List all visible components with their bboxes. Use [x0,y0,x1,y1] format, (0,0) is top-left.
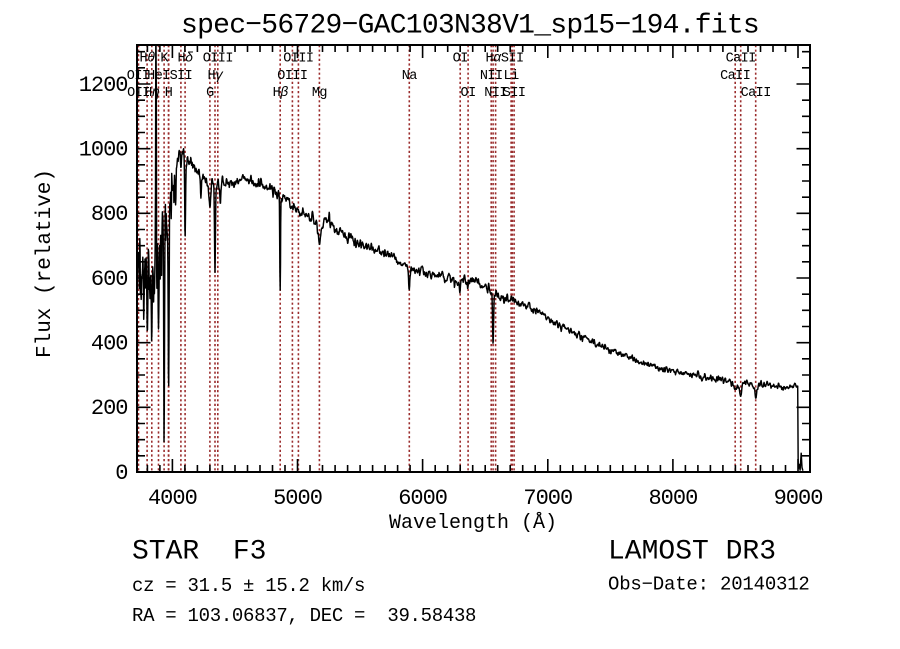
svg-text:OIII: OIII [277,69,307,84]
svg-text:200: 200 [91,396,128,421]
svg-text:Hη: Hη [144,86,160,101]
svg-text:Flux (relative): Flux (relative) [34,169,57,358]
svg-text:400: 400 [91,332,128,357]
svg-text:Hδ: Hδ [178,52,194,67]
svg-text:G: G [206,86,214,101]
svg-text:CaII: CaII [741,86,771,101]
svg-text:OI: OI [461,86,476,101]
svg-text:5000: 5000 [273,486,322,511]
svg-text:cz = 31.5 ± 15.2 km/s: cz = 31.5 ± 15.2 km/s [132,575,365,597]
svg-text:spec−56729−GAC103N38V1_sp15−19: spec−56729−GAC103N38V1_sp15−194.fits [181,11,759,42]
svg-text:Hγ: Hγ [207,69,224,84]
svg-text:LAMOST DR3: LAMOST DR3 [608,536,776,567]
svg-text:SII: SII [501,52,524,67]
svg-text:7000: 7000 [523,486,572,511]
svg-text:SII: SII [503,86,526,101]
svg-text:6000: 6000 [398,486,447,511]
svg-text:OI: OI [453,52,468,67]
svg-text:9000: 9000 [774,486,823,511]
svg-text:Hα: Hα [486,52,503,67]
svg-text:CaII: CaII [720,69,750,84]
svg-text:SII: SII [170,69,193,84]
svg-text:NII: NII [480,69,503,84]
svg-text:HeI: HeI [147,69,170,84]
svg-text:H: H [165,86,173,101]
svg-text:4000: 4000 [148,486,197,511]
svg-text:K: K [160,52,169,67]
svg-text:OII: OII [127,69,150,84]
svg-text:Mg: Mg [312,86,327,101]
svg-text:1200: 1200 [79,73,128,98]
svg-text:OII: OII [127,86,150,101]
svg-text:OIII: OIII [283,52,313,67]
svg-text:8000: 8000 [648,486,697,511]
svg-text:800: 800 [91,202,128,227]
svg-text:CaII: CaII [726,52,756,67]
svg-text:0: 0 [115,461,127,486]
svg-text:OIII: OIII [203,52,233,67]
svg-text:600: 600 [91,267,128,292]
svg-text:Hθ: Hθ [140,52,156,67]
svg-text:NII: NII [484,86,507,101]
svg-text:1000: 1000 [79,138,128,163]
svg-text:RA = 103.06837, DEC = 39.5843: RA = 103.06837, DEC = 39.58438 [132,605,476,627]
svg-text:Na: Na [402,69,418,84]
svg-text:Wavelength (Å): Wavelength (Å) [389,512,557,535]
svg-text:Obs−Date: 20140312: Obs−Date: 20140312 [608,574,810,596]
svg-text:STAR F3: STAR F3 [132,536,266,567]
svg-text:Hβ: Hβ [273,86,289,101]
svg-text:Li: Li [504,69,520,84]
